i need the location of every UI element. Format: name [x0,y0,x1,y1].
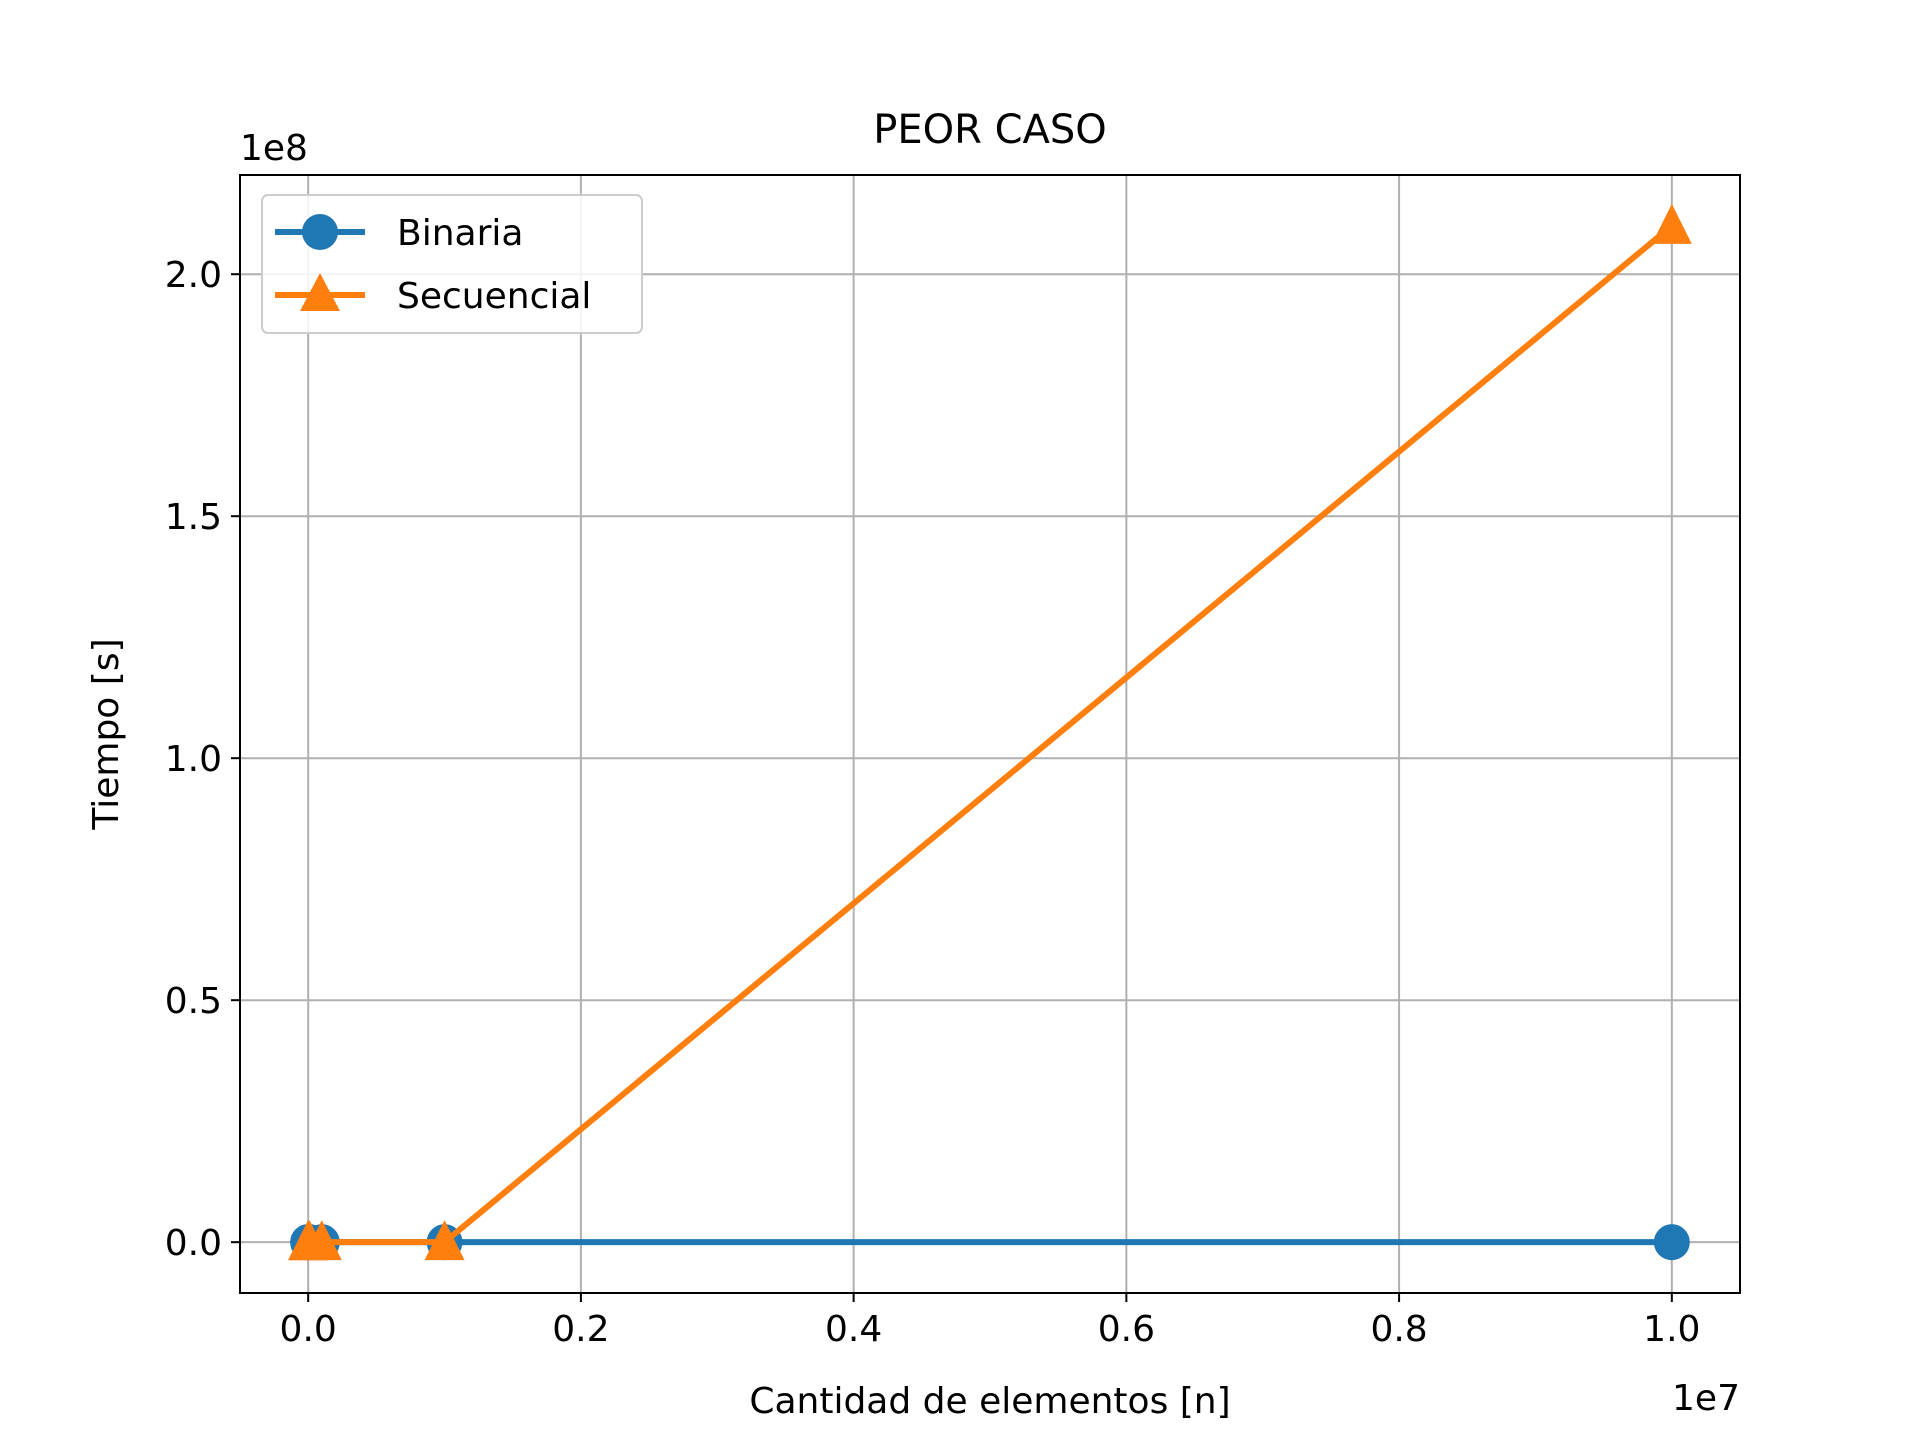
x-tick-label: 0.0 [280,1309,337,1350]
x-axis-label: Cantidad de elementos [n] [749,1381,1230,1422]
y-tick-label: 2.0 [165,255,222,296]
y-offset-label: 1e8 [240,128,308,169]
legend: Binaria Secuencial [261,194,643,334]
legend-marker-secuencial [300,273,340,311]
data-series [288,203,1692,1261]
data-point-binaria [1653,1224,1690,1261]
data-point-secuencial [301,1220,342,1261]
data-point-secuencial [1651,203,1692,244]
legend-entry-secuencial: Secuencial [275,273,591,317]
legend-label-secuencial: Secuencial [397,276,591,317]
x-tick-label: 0.2 [552,1309,609,1350]
legend-marker-binaria [302,214,338,250]
legend-entry-binaria: Binaria [275,213,523,254]
x-offset-label: 1e7 [1672,1378,1740,1419]
x-tick-label: 0.6 [1098,1309,1155,1350]
y-tick-label: 0.5 [165,981,222,1022]
y-tick-label: 1.0 [165,739,222,780]
y-tick-label: 0.0 [165,1223,222,1264]
grid-lines [240,175,1740,1293]
axis-ticks: 0.0 0.2 0.4 0.6 0.8 1.0 0.0 0.5 1.0 1.5 2.0 [165,255,1701,1350]
x-tick-label: 1.0 [1643,1309,1700,1350]
x-tick-label: 0.8 [1370,1309,1427,1350]
legend-label-binaria: Binaria [397,213,523,254]
plot-frame [239,174,1741,1294]
data-point-secuencial [424,1220,465,1261]
y-tick-label: 1.5 [165,497,222,538]
chart-title: PEOR CASO [873,107,1107,153]
x-tick-label: 0.4 [825,1309,882,1350]
y-axis-label: Tiempo [s] [86,638,127,830]
